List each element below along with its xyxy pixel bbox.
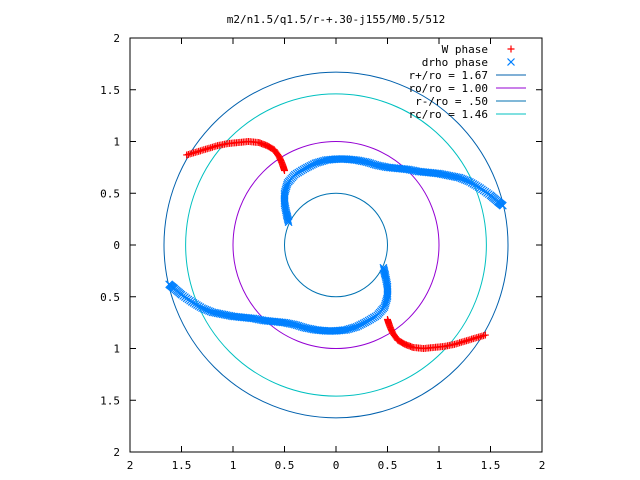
axis-ticks: 2 1.5 1 0.5 0 0.5 1 1.5 221.510.500.511.52 bbox=[100, 32, 545, 472]
legend-label: W phase bbox=[442, 43, 488, 56]
drho-phase-point bbox=[381, 270, 390, 279]
legend-label: ro/ro = 1.00 bbox=[409, 82, 488, 95]
x-tick-label: 0 bbox=[333, 459, 340, 472]
drho-phase-point bbox=[498, 201, 507, 210]
drho-phase-point bbox=[380, 269, 389, 278]
legend-label: rc/ro = 1.46 bbox=[409, 108, 488, 121]
reference-circles bbox=[163, 71, 509, 419]
y-tick-label: 2 bbox=[113, 446, 120, 459]
drho-phase-point bbox=[282, 211, 291, 220]
circle-rc-ro-1-46 bbox=[185, 93, 487, 397]
x-tick-label: 2 bbox=[127, 459, 134, 472]
circle-r-ro-50 bbox=[284, 192, 388, 298]
w-phase-point bbox=[384, 316, 391, 324]
x-tick-label: 1.5 bbox=[481, 459, 501, 472]
y-tick-label: 1.5 bbox=[100, 84, 120, 97]
y-tick-label: 1 bbox=[113, 136, 120, 149]
x-tick-label: 1.5 bbox=[172, 459, 192, 472]
drho-phase-point bbox=[165, 280, 174, 289]
legend-marker-sample bbox=[507, 58, 515, 66]
y-tick-label: 1 bbox=[113, 343, 120, 356]
x-tick-label: 1 bbox=[436, 459, 443, 472]
circle-r-ro-1-67 bbox=[163, 71, 509, 419]
legend-label: drho phase bbox=[422, 56, 488, 69]
w-phase-point bbox=[281, 166, 288, 174]
circle-ro-ro-1-00 bbox=[232, 141, 440, 349]
y-tick-label: 2 bbox=[113, 32, 120, 45]
chart-title: m2/n1.5/q1.5/r-+.30-j155/M0.5/512 bbox=[227, 13, 446, 26]
drho-phase-point bbox=[283, 212, 292, 221]
x-tick-label: 1 bbox=[230, 459, 237, 472]
y-tick-label: 0 bbox=[113, 239, 120, 252]
y-tick-label: 1.5 bbox=[100, 394, 120, 407]
legend-label: r-/ro = .50 bbox=[415, 95, 488, 108]
legend-label: r+/ro = 1.67 bbox=[409, 69, 488, 82]
y-tick-label: 0.5 bbox=[100, 187, 120, 200]
legend-marker-sample bbox=[507, 45, 515, 53]
x-tick-label: 0.5 bbox=[275, 459, 295, 472]
phase-markers bbox=[165, 138, 507, 352]
y-tick-label: 0.5 bbox=[100, 291, 120, 304]
x-tick-label: 0.5 bbox=[378, 459, 398, 472]
x-tick-label: 2 bbox=[539, 459, 546, 472]
